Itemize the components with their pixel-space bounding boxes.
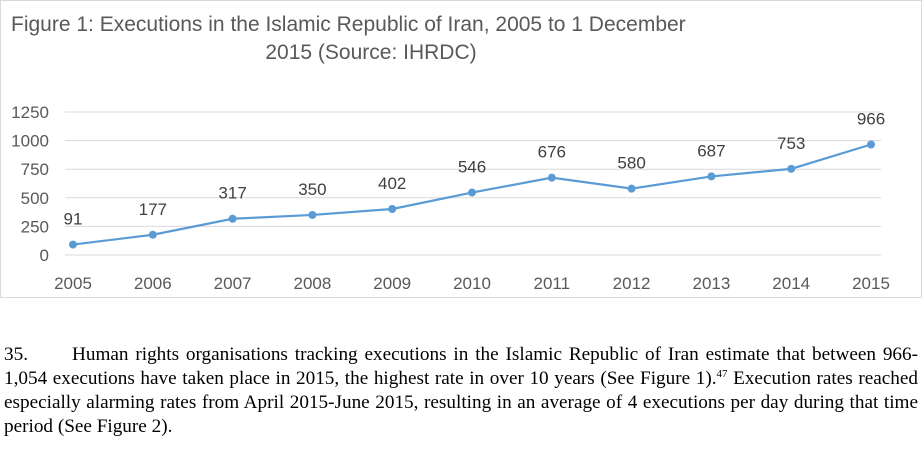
data-point-2008 [308, 210, 317, 219]
data-point-2010 [468, 188, 476, 197]
x-tick-label-2014: 2014 [772, 274, 810, 293]
data-label-2015: 966 [857, 109, 885, 128]
chart-container: 0 250 500 750 1000 1250 2005 2006 2007 2008 2009 2… [0, 0, 922, 298]
data-point-2005 [69, 240, 77, 249]
chart-title-line2: 2015 (Source: IHRDC) [265, 41, 477, 64]
data-label-2013: 687 [697, 141, 725, 160]
y-tick-label-0: 0 [40, 246, 49, 265]
paragraph-text-part1: Human rights organisations tracking exec… [4, 344, 918, 389]
data-label-2010: 546 [458, 158, 486, 177]
data-labels: 91 177 317 350 402 546 676 580 687 753 966 [64, 109, 886, 228]
data-point-2011 [547, 173, 556, 182]
data-label-2007: 317 [218, 184, 246, 203]
x-tick-label-2011: 2011 [534, 274, 571, 293]
y-axis-ticks: 0 250 500 750 1000 1250 [11, 103, 49, 265]
body-paragraph: 35. Human rights organisations tracking e… [4, 343, 918, 439]
paragraph-number: 35. [4, 344, 28, 365]
x-tick-label-2008: 2008 [293, 274, 331, 293]
data-point-2015 [867, 140, 875, 149]
data-point-2006 [148, 230, 157, 239]
data-label-2014: 753 [777, 134, 805, 153]
gridlines [65, 111, 881, 256]
x-tick-label-2007: 2007 [214, 274, 252, 293]
chart-title: Figure 1: Executions in the Islamic Repu… [11, 11, 731, 67]
x-tick-label-2009: 2009 [373, 274, 411, 293]
chart-title-line1: Figure 1: Executions in the Islamic Repu… [11, 13, 686, 36]
data-label-2012: 580 [617, 154, 645, 173]
x-tick-label-2005: 2005 [54, 274, 92, 293]
data-point-2014 [787, 164, 796, 173]
data-point-2007 [228, 214, 237, 223]
y-tick-label-500: 500 [21, 189, 49, 208]
y-tick-label-1000: 1000 [11, 132, 49, 151]
y-tick-label-250: 250 [21, 217, 49, 236]
data-label-2011: 676 [538, 143, 566, 162]
data-label-2006: 177 [139, 200, 167, 219]
data-point-2009 [388, 205, 397, 214]
data-label-2005: 91 [64, 210, 83, 229]
x-tick-label-2013: 2013 [692, 274, 730, 293]
x-tick-label-2010: 2010 [453, 274, 491, 293]
data-label-2008: 350 [298, 180, 326, 199]
x-axis-ticks: 2005 2006 2007 2008 2009 2010 2011 2012 2013 2014… [54, 274, 890, 293]
data-point-2013 [707, 172, 716, 181]
footnote-ref[interactable]: 47 [716, 368, 728, 380]
paragraph-text-part2: Execution rates reached especially alarm… [4, 368, 918, 437]
x-tick-label-2006: 2006 [134, 274, 172, 293]
data-label-2009: 402 [378, 174, 406, 193]
y-tick-label-1250: 1250 [11, 103, 49, 122]
data-point-2012 [627, 184, 636, 193]
y-tick-label-750: 750 [21, 160, 49, 179]
series-points [69, 140, 875, 249]
x-tick-label-2015: 2015 [852, 274, 890, 293]
x-tick-label-2012: 2012 [613, 274, 651, 293]
